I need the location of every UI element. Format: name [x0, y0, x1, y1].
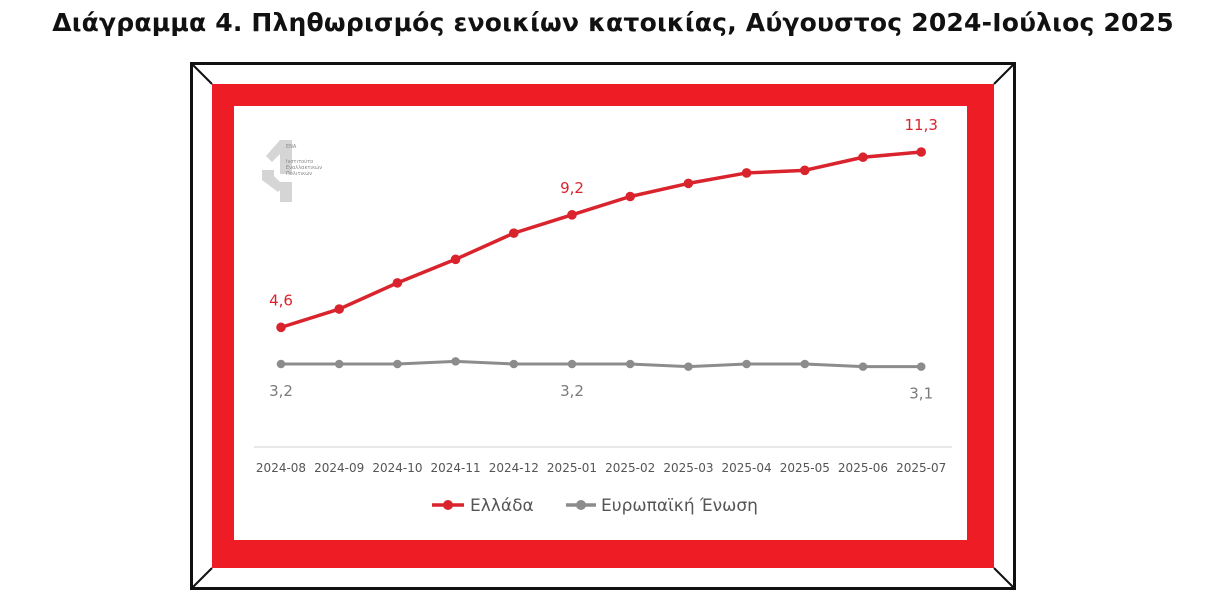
- data-label-greece: 9,2: [560, 179, 584, 197]
- data-point-greece: [625, 191, 635, 202]
- data-point-eu: [393, 359, 402, 369]
- legend-eu-label: Ευρωπαϊκή Ένωση: [601, 496, 758, 516]
- data-point-greece: [334, 304, 344, 314]
- legend-greece-marker: [443, 500, 453, 510]
- x-tick-label: 2025-06: [838, 461, 888, 475]
- data-point-eu: [684, 362, 693, 371]
- data-point-greece: [741, 168, 752, 178]
- data-point-greece: [683, 178, 694, 189]
- data-point-eu: [742, 359, 751, 369]
- data-point-greece: [916, 147, 926, 157]
- data-point-eu: [858, 362, 868, 371]
- data-point-eu: [509, 359, 519, 369]
- data-point-greece: [800, 165, 810, 176]
- plot-card: [234, 106, 967, 540]
- x-tick-label: 2025-04: [722, 461, 772, 475]
- chart-frame: 2024-08 2024-09 2024-10 2024-11 2024-12 2025-…: [190, 62, 1016, 590]
- data-point-eu: [625, 359, 635, 369]
- data-point-greece: [567, 210, 577, 220]
- data-point-eu: [276, 359, 286, 369]
- x-tick-label: 2025-05: [780, 461, 830, 475]
- data-point-eu: [334, 359, 344, 369]
- data-point-eu: [800, 359, 810, 369]
- legend-eu-marker: [576, 500, 586, 510]
- x-tick-label: 2025-07: [896, 461, 946, 475]
- page-title: Διάγραμμα 4. Πληθωρισμός ενοικίων κατοικ…: [52, 8, 1174, 37]
- x-tick-label: 2025-02: [605, 461, 655, 475]
- logo-mark-icon: [262, 140, 292, 202]
- data-point-greece: [392, 278, 403, 288]
- logo-abbr: ΕΝΑ: [286, 144, 297, 150]
- logo-line-1: Ινστιτούτο: [286, 159, 314, 165]
- logo: ΕΝΑ Ινστιτούτο Εναλλακτικών Πολιτικών: [262, 140, 372, 204]
- logo-line-2: Εναλλακτικών: [286, 165, 323, 171]
- legend-greece-label: Ελλάδα: [470, 496, 534, 516]
- frame-corner-tl: [191, 63, 213, 85]
- data-label-eu: 3,2: [560, 382, 584, 400]
- series-line-eu: [279, 359, 923, 369]
- data-label-greece: 4,6: [269, 291, 293, 309]
- frame-corner-bl: [191, 567, 213, 589]
- series-line-greece: [279, 150, 923, 330]
- frame-corner-tr: [993, 63, 1015, 85]
- x-tick-label: 2024-11: [431, 461, 481, 475]
- data-point-greece: [858, 152, 868, 163]
- x-tick-label: 2024-08: [256, 461, 306, 475]
- data-label-eu: 3,2: [269, 382, 293, 400]
- chart: 2024-08 2024-09 2024-10 2024-11 2024-12 2025-…: [190, 62, 1016, 590]
- frame-corner-br: [993, 567, 1015, 589]
- x-tick-label: 2024-10: [372, 461, 422, 475]
- data-point-eu: [567, 359, 577, 369]
- x-tick-label: 2025-01: [547, 461, 597, 475]
- data-point-eu: [916, 362, 926, 371]
- data-label-greece: 11,3: [904, 116, 937, 134]
- data-label-eu: 3,1: [909, 385, 933, 403]
- x-tick-label: 2024-09: [314, 461, 364, 475]
- x-tick-label: 2025-03: [663, 461, 713, 475]
- data-point-greece: [509, 228, 519, 238]
- data-point-eu: [451, 357, 460, 366]
- data-point-greece: [276, 322, 286, 333]
- logo-line-3: Πολιτικών: [286, 171, 313, 177]
- plot-layer: 2024-08 2024-09 2024-10 2024-11 2024-12 2025-…: [254, 116, 952, 516]
- x-tick-label: 2024-12: [489, 461, 539, 475]
- data-point-greece: [450, 254, 461, 265]
